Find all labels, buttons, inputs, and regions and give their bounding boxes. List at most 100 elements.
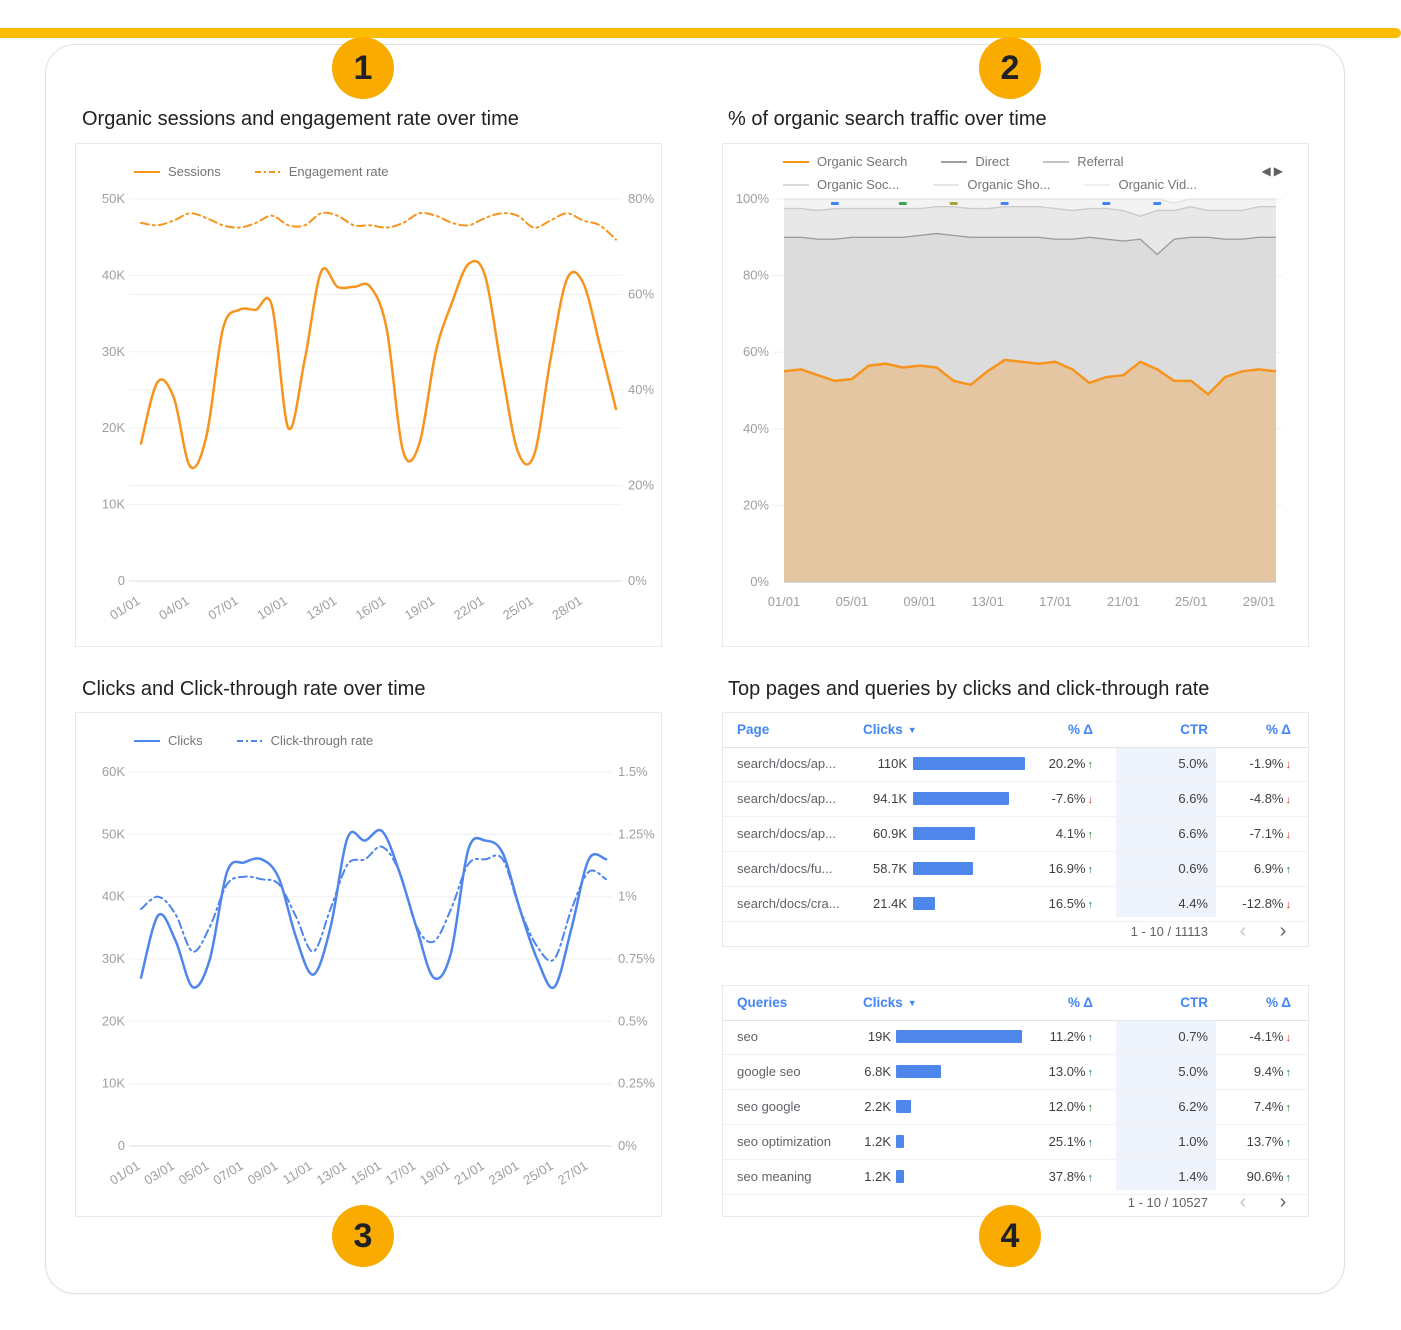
column-header-delta[interactable]: % Δ <box>1068 995 1093 1010</box>
clicks-value: 19K <box>867 1029 891 1044</box>
table-row: search/docs/cra... 21.4K 16.5% ↑ 4.4% -12.8% ↓ <box>723 887 1308 922</box>
clicks-value: 21.4K <box>873 896 907 911</box>
svg-text:20%: 20% <box>628 478 654 493</box>
svg-text:50K: 50K <box>102 826 125 841</box>
series-line-icon <box>941 160 968 163</box>
delta-up-icon: ↑ <box>1285 1067 1292 1079</box>
legend-item-referral: Referral <box>1043 154 1124 169</box>
column-header-clicks[interactable]: Clicks ▼ <box>863 986 1003 1020</box>
svg-text:21/01: 21/01 <box>451 1158 487 1188</box>
ctr-delta: -7.1% ↓ <box>1249 826 1292 841</box>
svg-text:05/01: 05/01 <box>176 1158 212 1188</box>
svg-text:40%: 40% <box>628 382 654 397</box>
delta-up-icon: ↑ <box>1087 1067 1094 1079</box>
legend-label: Engagement rate <box>288 164 389 179</box>
column-header-queries[interactable]: Queries <box>737 995 788 1010</box>
query-cell: google seo <box>737 1064 801 1079</box>
column-header-page[interactable]: Page <box>737 722 770 737</box>
svg-text:10K: 10K <box>102 497 125 512</box>
svg-text:19/01: 19/01 <box>417 1158 453 1188</box>
delta-up-icon: ↑ <box>1087 899 1094 911</box>
legend-item-ctr: Click-through rate <box>236 733 373 748</box>
accent-bar <box>0 28 1401 38</box>
delta-down-icon: ↓ <box>1285 1032 1292 1044</box>
column-header-delta[interactable]: % Δ <box>1068 722 1093 737</box>
legend-pager[interactable]: ◀▶ <box>1262 164 1286 178</box>
legend-item-engagement-rate: Engagement rate <box>254 164 389 179</box>
chart2-legend-row1: Organic Search Direct Referral <box>783 154 1158 169</box>
legend-item-direct: Direct <box>941 154 1009 169</box>
column-header-ctr[interactable]: CTR <box>1180 722 1208 737</box>
delta-up-icon: ↑ <box>1087 1032 1094 1044</box>
legend-label: Organic Soc... <box>817 177 900 192</box>
ctr-value: 6.2% <box>1178 1099 1208 1114</box>
legend-label: Clicks <box>168 733 203 748</box>
legend-prev-icon[interactable]: ◀ <box>1261 164 1274 178</box>
clicks-bar <box>913 897 935 910</box>
svg-text:25/01: 25/01 <box>520 1158 556 1188</box>
next-page-icon[interactable]: › <box>1279 1191 1287 1213</box>
page-cell: search/docs/ap... <box>737 791 836 806</box>
svg-text:50K: 50K <box>102 191 125 206</box>
svg-text:40%: 40% <box>743 421 769 436</box>
table-row: search/docs/ap... 110K 20.2% ↑ 5.0% -1.9% ↓ <box>723 747 1308 782</box>
table-row: seo google 2.2K 12.0% ↑ 6.2% 7.4% ↑ <box>723 1090 1308 1125</box>
clicks-ctr-plot: 0 10K 20K 30K 40K 50K 60K 0% 0.25% 0.5% 0.75% 1% 1.2… <box>102 764 655 1188</box>
prev-page-icon[interactable]: ‹ <box>1239 1191 1247 1213</box>
clicks-value: 110K <box>877 756 907 771</box>
svg-text:01/01: 01/01 <box>107 593 143 623</box>
svg-text:01/01: 01/01 <box>768 594 801 609</box>
pages-table-header: Page Clicks ▼ % Δ CTR % Δ <box>723 713 1308 748</box>
clicks-delta: 12.0% ↑ <box>1048 1099 1093 1114</box>
ctr-delta: -1.9% ↓ <box>1249 756 1291 771</box>
clicks-delta: 13.0% ↑ <box>1048 1064 1094 1079</box>
svg-text:09/01: 09/01 <box>245 1158 281 1188</box>
legend-item-organic-search: Organic Search <box>783 154 907 169</box>
prev-page-icon[interactable]: ‹ <box>1239 920 1247 942</box>
queries-table-header: Queries Clicks ▼ % Δ CTR % Δ <box>723 986 1308 1021</box>
svg-text:80%: 80% <box>628 191 654 206</box>
svg-text:20K: 20K <box>102 1013 125 1028</box>
clicks-delta: 16.5% ↑ <box>1048 896 1094 911</box>
clicks-value: 6.8K <box>864 1064 891 1079</box>
series-line-icon <box>783 183 809 186</box>
delta-up-icon: ↑ <box>1087 864 1094 876</box>
svg-text:23/01: 23/01 <box>486 1158 522 1188</box>
delta-up-icon: ↑ <box>1087 1172 1094 1184</box>
clicks-value: 58.7K <box>873 861 907 876</box>
svg-text:29/01: 29/01 <box>1243 594 1276 609</box>
series-line-icon <box>1084 183 1111 186</box>
svg-text:22/01: 22/01 <box>451 593 487 623</box>
column-header-ctr-delta[interactable]: % Δ <box>1266 995 1291 1010</box>
svg-text:13/01: 13/01 <box>304 593 340 623</box>
ctr-delta: 9.4% ↑ <box>1253 1064 1292 1079</box>
query-cell: seo optimization <box>737 1134 831 1149</box>
column-header-ctr[interactable]: CTR <box>1180 995 1208 1010</box>
next-page-icon[interactable]: › <box>1279 920 1287 942</box>
column-header-clicks[interactable]: Clicks ▼ <box>863 713 1003 747</box>
table-row: search/docs/fu... 58.7K 16.9% ↑ 0.6% 6.9% ↑ <box>723 852 1308 887</box>
delta-down-icon: ↓ <box>1087 794 1094 806</box>
pagination-label: 1 - 10 / 10527 <box>1127 1195 1208 1210</box>
delta-down-icon: ↓ <box>1285 794 1292 806</box>
clicks-delta: -7.6% ↓ <box>1051 791 1094 806</box>
sessions-line-icon <box>134 170 160 173</box>
clicks-bar <box>913 862 973 875</box>
page-cell: search/docs/fu... <box>737 861 833 876</box>
legend-next-icon[interactable]: ▶ <box>1273 164 1286 178</box>
clicks-value: 60.9K <box>873 826 907 841</box>
query-cell: seo google <box>737 1099 801 1114</box>
legend-item-sessions: Sessions <box>134 164 221 179</box>
queries-table-footer: 1 - 10 / 10527 ‹ › <box>723 1190 1308 1216</box>
delta-down-icon: ↓ <box>1285 829 1292 841</box>
svg-text:10/01: 10/01 <box>254 593 290 623</box>
column-header-ctr-delta[interactable]: % Δ <box>1266 722 1291 737</box>
pages-table-body: search/docs/ap... 110K 20.2% ↑ 5.0% -1.9% ↓ sea… <box>723 747 1308 922</box>
svg-text:01/01: 01/01 <box>107 1158 143 1188</box>
svg-text:40K: 40K <box>102 267 125 282</box>
delta-up-icon: ↑ <box>1285 1102 1292 1114</box>
delta-up-icon: ↑ <box>1087 829 1094 841</box>
ctr-value: 5.0% <box>1178 756 1208 771</box>
ctr-value: 0.6% <box>1178 861 1208 876</box>
organic-share-chart: Organic Search Direct Referral Organic Soc… <box>722 143 1309 647</box>
